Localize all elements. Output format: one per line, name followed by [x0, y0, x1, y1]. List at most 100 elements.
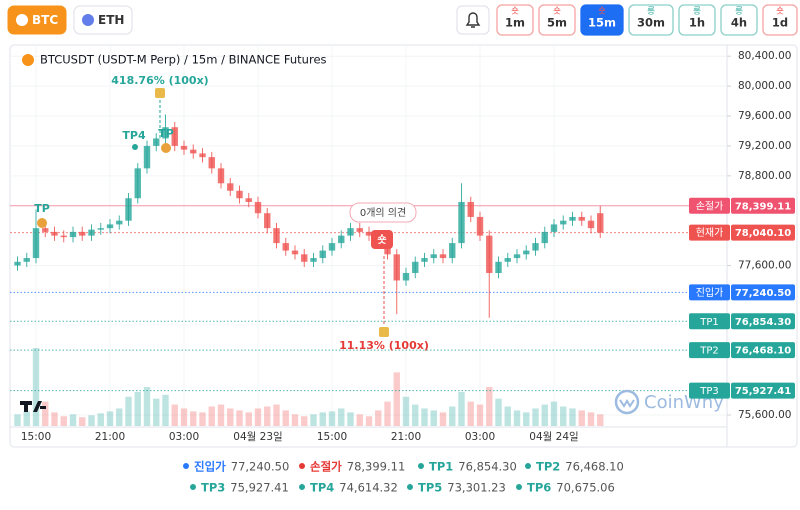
- candle-body: [541, 231, 548, 244]
- level-badge-name-box: [689, 284, 730, 301]
- asset-tab[interactable]: ETH: [73, 5, 133, 35]
- asset-icon: [16, 14, 28, 26]
- legend-item: TP4 74,614.32: [310, 480, 398, 494]
- alert-button-frame: [456, 5, 490, 35]
- volume-bar: [587, 412, 595, 426]
- volume-bar: [42, 401, 49, 426]
- volume-bar: [375, 410, 382, 426]
- volume-bar: [106, 411, 114, 426]
- tp4-label: TP4: [122, 129, 146, 142]
- level-badge-value: 76,468.10: [735, 346, 791, 357]
- candle-body: [449, 243, 456, 259]
- volume-bar: [51, 412, 58, 426]
- level-badge-value-box: [731, 284, 795, 301]
- timeframe-frame: [762, 4, 798, 36]
- candle-body: [227, 183, 234, 191]
- alert-button[interactable]: [456, 5, 490, 35]
- legend-dot: [299, 463, 305, 469]
- timeframe-button[interactable]: 숏1d: [762, 4, 798, 36]
- volume-bar: [116, 408, 123, 426]
- volume-bar: [273, 404, 280, 426]
- timeframe-frame: [720, 4, 758, 36]
- candle-body: [310, 258, 317, 262]
- candle-body: [282, 243, 289, 251]
- timeframe-button[interactable]: 숏1m: [496, 4, 534, 36]
- timeframe-button[interactable]: 숏5m: [538, 4, 576, 36]
- volume-bar: [88, 415, 95, 426]
- comment-bubble[interactable]: 0개의 의견: [349, 202, 417, 223]
- legend-value: 76,468.10: [565, 459, 624, 473]
- timeframe-label: 15m: [588, 16, 616, 30]
- timeframe-label: 1d: [772, 16, 788, 30]
- volume-bar: [180, 408, 188, 426]
- volume-bar: [550, 401, 558, 426]
- asset-label: ETH: [98, 13, 124, 27]
- volume-bar: [217, 404, 225, 426]
- level-badge-value: 78,399.11: [735, 201, 791, 212]
- legend-name: 손절가: [310, 459, 342, 473]
- candle-body: [486, 235, 493, 274]
- level-badge: TP2 76,468.10: [689, 342, 795, 359]
- x-tick-label: 03:00: [465, 431, 495, 443]
- volume-bar: [338, 408, 345, 426]
- asset-tab[interactable]: BTC: [7, 5, 67, 35]
- bell-icon: [465, 12, 481, 28]
- volume-bar: [143, 387, 151, 426]
- volume-bar: [513, 410, 521, 426]
- level-badge-value-box: [731, 382, 795, 399]
- volume-bar: [32, 348, 40, 426]
- timeframe-signal: 숏: [553, 7, 561, 17]
- timeframe-label: 1m: [505, 16, 525, 30]
- candle-body: [236, 190, 243, 199]
- candle-body: [42, 228, 49, 232]
- candle-body: [23, 258, 30, 262]
- volume-bar: [347, 412, 354, 426]
- overlay: 진입가 77,240.50 손절가 78,399.11 TP1 76,854.30 TP2 7…: [689, 197, 795, 399]
- candle-body: [356, 228, 363, 232]
- level-badge-name: 진입가: [696, 286, 724, 299]
- x-tick-label: 04월 23일: [233, 430, 282, 443]
- y-tick-label: 77,600.00: [738, 260, 791, 272]
- level-lines: [10, 205, 727, 392]
- timeframe-signal: 숏: [511, 7, 519, 17]
- volume-bar: [227, 408, 234, 426]
- level-badge-name-box: [689, 382, 730, 399]
- chart-frame: [9, 44, 798, 448]
- volume-bar: [430, 410, 437, 426]
- volume-bar: [449, 406, 456, 426]
- comment-count: 0개의 의견: [360, 207, 406, 219]
- volume-bar: [14, 414, 21, 426]
- candle-body: [79, 231, 86, 236]
- watermark-icon: [614, 389, 640, 415]
- legend-value: 78,399.11: [347, 459, 406, 473]
- level-badge-name-box: [689, 342, 730, 359]
- candle-body: [495, 261, 502, 274]
- volume-bar: [402, 396, 410, 426]
- volume-bar: [523, 412, 530, 426]
- volume-bar: [439, 412, 447, 426]
- candle-body: [393, 254, 400, 281]
- candle-body: [338, 235, 345, 244]
- timeframe-signal: 숏: [598, 7, 606, 17]
- volume-bar: [504, 406, 511, 426]
- candle-body: [199, 153, 206, 158]
- level-badge-name-box: [689, 197, 730, 214]
- volume-bar: [495, 398, 502, 426]
- volume-layer: [14, 348, 604, 426]
- volume-bar: [190, 411, 197, 426]
- candle-body: [51, 231, 58, 236]
- timeframe-button[interactable]: 롱4h: [720, 4, 758, 36]
- candle-body: [513, 254, 521, 259]
- volume-bar: [245, 412, 252, 426]
- legend-item: TP1 76,854.30: [429, 459, 517, 473]
- level-badge-name: TP3: [699, 386, 719, 397]
- level-badge-value-box: [731, 224, 795, 241]
- timeframe-label: 1h: [689, 16, 705, 30]
- timeframe-button[interactable]: 롱1h: [678, 4, 716, 36]
- candle-body: [301, 254, 308, 262]
- legend-name: TP6: [527, 480, 551, 494]
- volume-bar: [153, 398, 160, 426]
- y-tick-label: 80,000.00: [738, 80, 791, 92]
